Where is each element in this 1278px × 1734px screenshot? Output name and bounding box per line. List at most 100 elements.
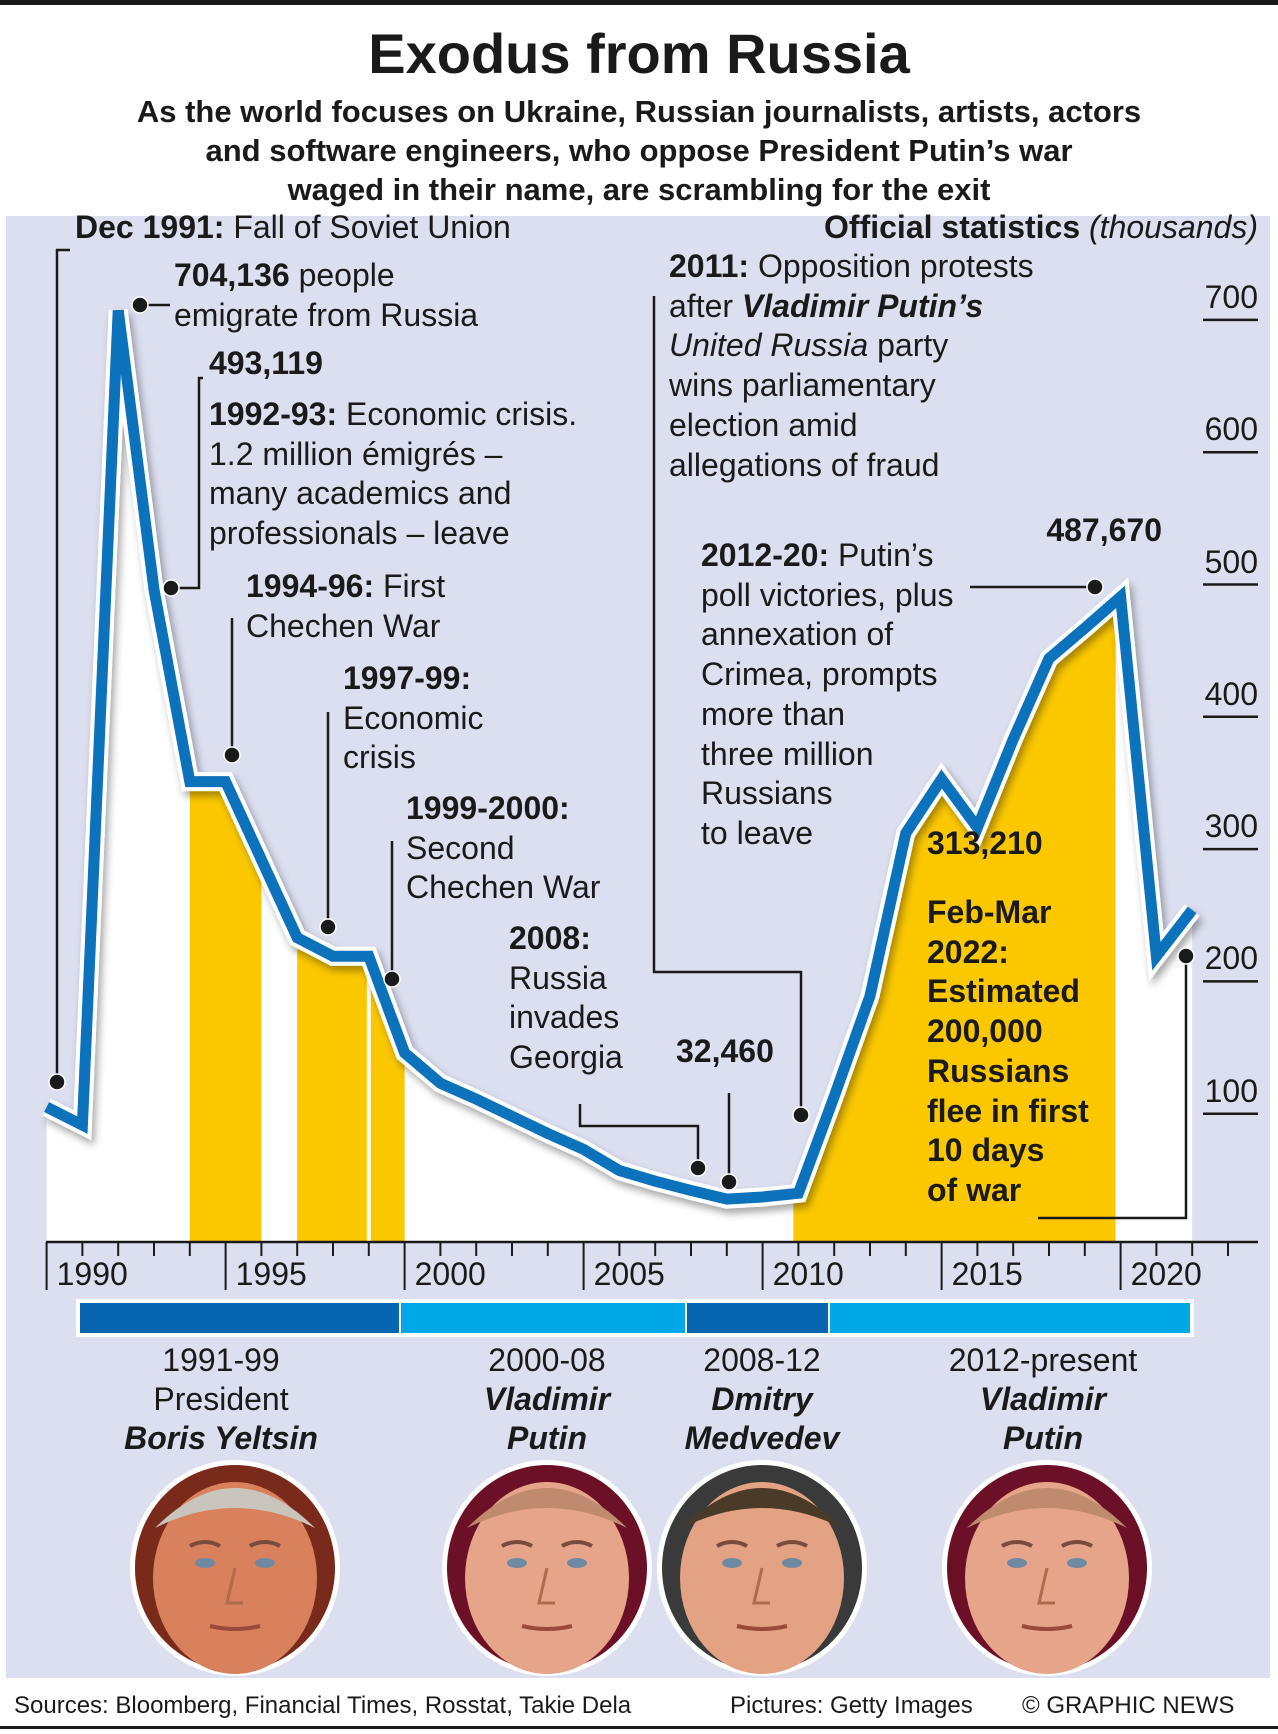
series-line-path — [44, 309, 1197, 1205]
leader-name: Dmitry Medvedev — [684, 1381, 840, 1456]
nose — [752, 1567, 770, 1605]
x-tick-label: 2005 — [593, 1256, 665, 1292]
leader-label: 2008-12 Dmitry Medvedev — [612, 1341, 912, 1458]
annotation-line: 10 days — [927, 1131, 1089, 1171]
annotation-text: Chechen War — [406, 869, 601, 906]
y-tick-label: 300 — [1204, 808, 1258, 845]
leader-line — [55, 248, 70, 1082]
annotation: 1994-96: First Chechen War — [246, 567, 445, 646]
annotation-line: 2022: — [927, 933, 1089, 973]
annotation-text: 2011: — [669, 248, 750, 284]
annotation: 1999-2000: Second Chechen War — [406, 789, 600, 908]
leader-label: 2000-08 Vladimir Putin — [397, 1341, 697, 1458]
annotation: Dec 1991: Fall of Soviet Union — [75, 208, 511, 248]
annotation: 1992-93: Economic crisis. 1.2 million émi… — [209, 395, 577, 554]
annotation-text: annexation of — [701, 616, 894, 653]
annotation-text: Estimated — [927, 973, 1080, 1010]
annotation-dots — [48, 296, 1195, 1191]
leader-line — [578, 1104, 700, 1168]
left-eye — [507, 1558, 527, 1568]
annotation-line: emigrate from Russia — [174, 296, 478, 336]
annotation: 313,210 — [927, 824, 1043, 864]
leader-period: 1991-99 — [162, 1342, 280, 1378]
annotation-line: 313,210 — [927, 824, 1043, 864]
y-tick-label: 400 — [1204, 675, 1258, 712]
leader-name: Vladimir Putin — [979, 1381, 1107, 1456]
annotation-line: 493,119 — [209, 344, 323, 384]
period-segment — [687, 1303, 828, 1333]
annotation-text: 1.2 million émigrés – — [209, 435, 503, 472]
mouth — [1021, 1624, 1073, 1631]
leader-name: Vladimir Putin — [483, 1381, 611, 1456]
annotation-line: poll victories, plus — [701, 576, 954, 616]
annotation-line: 1994-96: First — [246, 567, 445, 607]
annotation-text: flee in first — [927, 1092, 1089, 1129]
leader-dot — [383, 970, 401, 988]
leader-dot — [48, 1073, 66, 1091]
vladimir-putin-photo — [442, 1460, 652, 1676]
hair — [967, 1488, 1127, 1528]
annotation-line: Chechen War — [246, 607, 445, 647]
x-tick-label: 2010 — [772, 1256, 844, 1292]
annotation-text: 487,670 — [1046, 512, 1162, 548]
mouth — [736, 1624, 788, 1631]
annotation-line: 487,670 — [1046, 511, 1162, 551]
page-title: Exodus from Russia — [368, 22, 910, 85]
y-tick-label: 100 — [1204, 1072, 1258, 1109]
annotation-text: many academics and — [209, 475, 512, 512]
vladimir-putin-photo — [942, 1460, 1152, 1676]
annotation-line: Russia — [509, 959, 623, 999]
leader-line — [171, 376, 203, 590]
annotation-line: Russians — [927, 1052, 1089, 1092]
annotation-line: crisis — [343, 738, 484, 778]
leader-label: 2012-present Vladimir Putin — [893, 1341, 1193, 1458]
annotation-line: 1992-93: Economic crisis. — [209, 395, 577, 435]
annotation-text: 704,136 — [174, 257, 290, 293]
annotation-line: Official statistics (thousands) — [824, 208, 1258, 248]
period-segment — [80, 1303, 399, 1333]
annotation-line: after Vladimir Putin’s — [669, 287, 1034, 327]
period-segment — [401, 1303, 685, 1333]
annotation-text: Feb-Mar — [927, 894, 1052, 930]
annotation-text: of war — [927, 1171, 1022, 1208]
annotation-line: Economic — [343, 699, 484, 739]
annotation-line: Estimated — [927, 972, 1089, 1012]
face — [153, 1482, 317, 1674]
annotation-text: Russians — [927, 1052, 1070, 1089]
annotation-text: wins parliamentary — [669, 367, 936, 404]
copyright-credit: © GRAPHIC NEWS — [1022, 1692, 1235, 1719]
annotation: 2008: Russia invades Georgia — [509, 919, 623, 1078]
annotation-text: (thousands) — [1080, 209, 1258, 245]
annotation-line: Russians — [701, 774, 954, 814]
pictures-credit: Pictures: Getty Images — [730, 1692, 973, 1719]
x-tick-label: 1990 — [56, 1256, 128, 1292]
annotation-line: Dec 1991: Fall of Soviet Union — [75, 208, 511, 248]
hair — [467, 1488, 627, 1528]
annotation-line: 1.2 million émigrés – — [209, 435, 577, 475]
annotation-line: more than — [701, 695, 954, 735]
face — [680, 1482, 844, 1674]
annotation-text: 32,460 — [676, 1033, 774, 1069]
dmitry-medvedev-photo — [657, 1460, 867, 1676]
annotation-text: Russians — [701, 775, 833, 812]
annotation-text: people — [289, 257, 395, 293]
period-segment — [830, 1303, 1190, 1333]
eyebrows — [1001, 1540, 1093, 1548]
hair — [155, 1488, 315, 1528]
annotation-text: Chechen War — [246, 607, 441, 644]
annotation-text: 2022: — [927, 933, 1009, 970]
annotation-line: Georgia — [509, 1038, 623, 1078]
x-tick-label: 1995 — [235, 1256, 307, 1292]
annotation-text: 313,210 — [927, 825, 1043, 861]
annotation-text: Putin’s — [829, 537, 934, 573]
annotation: 493,119 — [209, 344, 323, 384]
annotation-line: professionals – leave — [209, 514, 577, 554]
annotation: 2011: Opposition protests after Vladimir … — [669, 247, 1034, 485]
leader-line — [652, 296, 803, 1115]
annotation: Official statistics (thousands) — [824, 208, 1258, 248]
x-axis — [45, 1240, 1258, 1290]
annotation: 2012-20: Putin’s poll victories, plus anne… — [701, 536, 954, 854]
y-tick-label: 500 — [1204, 543, 1258, 580]
bottom-rule — [0, 1726, 1278, 1729]
